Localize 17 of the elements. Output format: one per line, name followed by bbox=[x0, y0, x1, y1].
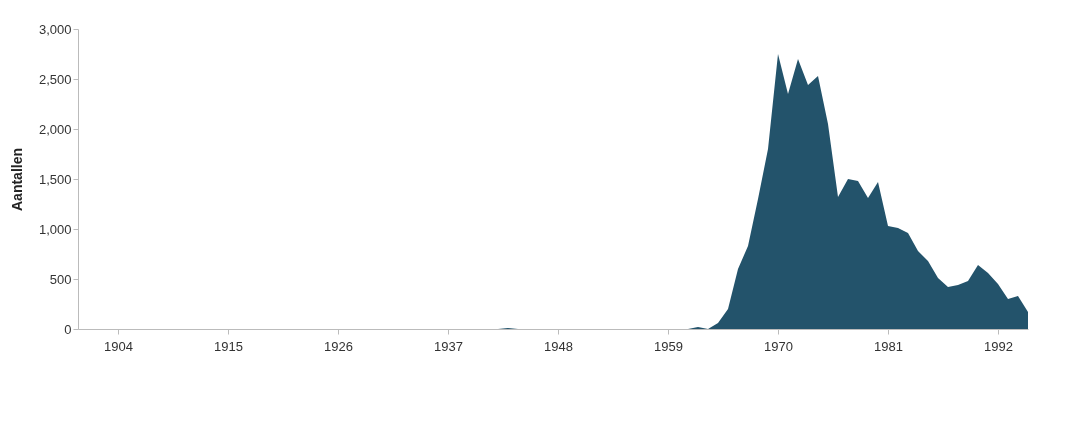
x-tick-label: 1915 bbox=[214, 338, 243, 354]
y-tick-label: 0 bbox=[64, 321, 72, 337]
x-tick-label: 1904 bbox=[104, 338, 133, 354]
y-tick-label: 1,000 bbox=[38, 221, 72, 237]
x-tick-label: 1992 bbox=[984, 338, 1013, 354]
y-tick-label: 2,000 bbox=[38, 121, 72, 137]
y-tick-label: 500 bbox=[49, 271, 72, 287]
x-tick-label: 1959 bbox=[654, 338, 683, 354]
y-axis-title: Aantallen bbox=[8, 147, 25, 212]
x-tick-label: 1981 bbox=[874, 338, 903, 354]
x-tick-label: 1937 bbox=[434, 338, 463, 354]
x-tick-label: 1948 bbox=[544, 338, 573, 354]
y-tick-label: 2,500 bbox=[38, 71, 72, 87]
x-tick-label: 1926 bbox=[324, 338, 353, 354]
x-tick-label: 1970 bbox=[764, 338, 793, 354]
y-tick-label: 1,500 bbox=[38, 171, 72, 187]
y-tick-label: 3,000 bbox=[38, 21, 72, 37]
